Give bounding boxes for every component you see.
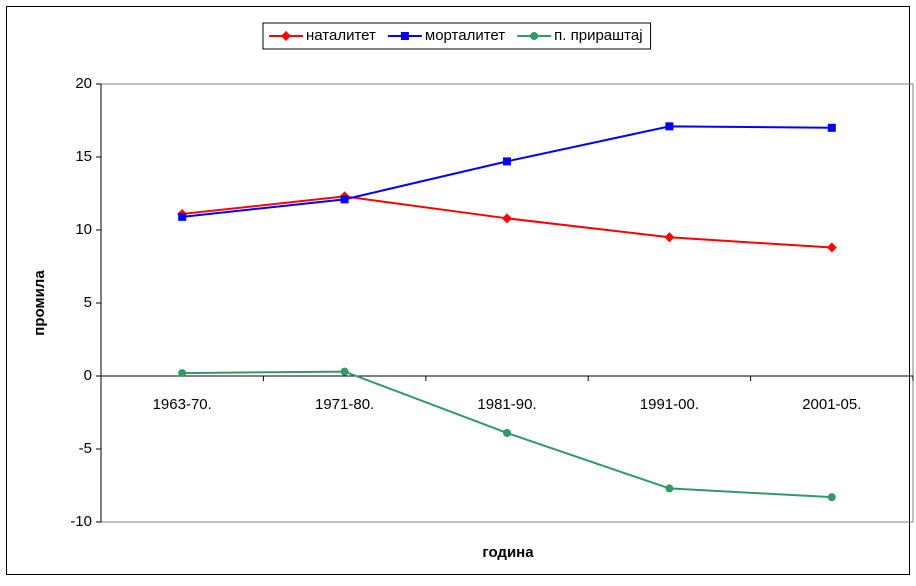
marker: [826, 242, 837, 253]
legend-item: п. прираштај: [517, 27, 643, 44]
y-tick-label: 10: [75, 221, 92, 238]
chart-border: [6, 6, 910, 575]
x-axis-title: година: [482, 544, 534, 561]
y-axis-title: промила: [31, 270, 48, 336]
marker: [400, 32, 409, 40]
x-tick-label: 1971-80.: [315, 396, 374, 413]
y-tick-label: 15: [75, 148, 92, 165]
marker: [178, 369, 187, 378]
legend-label: наталитет: [306, 27, 376, 44]
y-tick-label: 5: [84, 294, 92, 311]
legend-box: [262, 22, 652, 50]
legend: наталитет морталитет п. прираштај: [262, 22, 652, 50]
marker: [530, 32, 539, 40]
x-tick-label: 1963-70.: [153, 396, 212, 413]
marker: [827, 493, 836, 502]
marker: [281, 31, 291, 41]
marker: [340, 195, 349, 204]
x-tick-label: 1981-90.: [477, 396, 536, 413]
legend-label: п. прираштај: [554, 27, 642, 44]
marker: [502, 213, 512, 224]
y-tick-label: 20: [75, 75, 92, 92]
marker: [178, 212, 187, 221]
marker: [827, 123, 836, 132]
marker: [665, 484, 674, 493]
marker: [503, 428, 511, 437]
marker: [665, 122, 674, 131]
legend-label: морталитет: [425, 27, 505, 44]
marker: [340, 367, 349, 376]
y-tick-label: 0: [84, 367, 92, 384]
legend-item: морталитет: [387, 27, 505, 44]
y-tick-label: -10: [70, 513, 92, 530]
marker: [664, 232, 675, 243]
y-tick-label: -5: [79, 440, 92, 457]
x-tick-label: 2001-05.: [802, 396, 861, 413]
legend-item: наталитет: [269, 27, 376, 44]
x-tick-label: 1991-00.: [640, 396, 699, 413]
marker: [503, 157, 511, 166]
